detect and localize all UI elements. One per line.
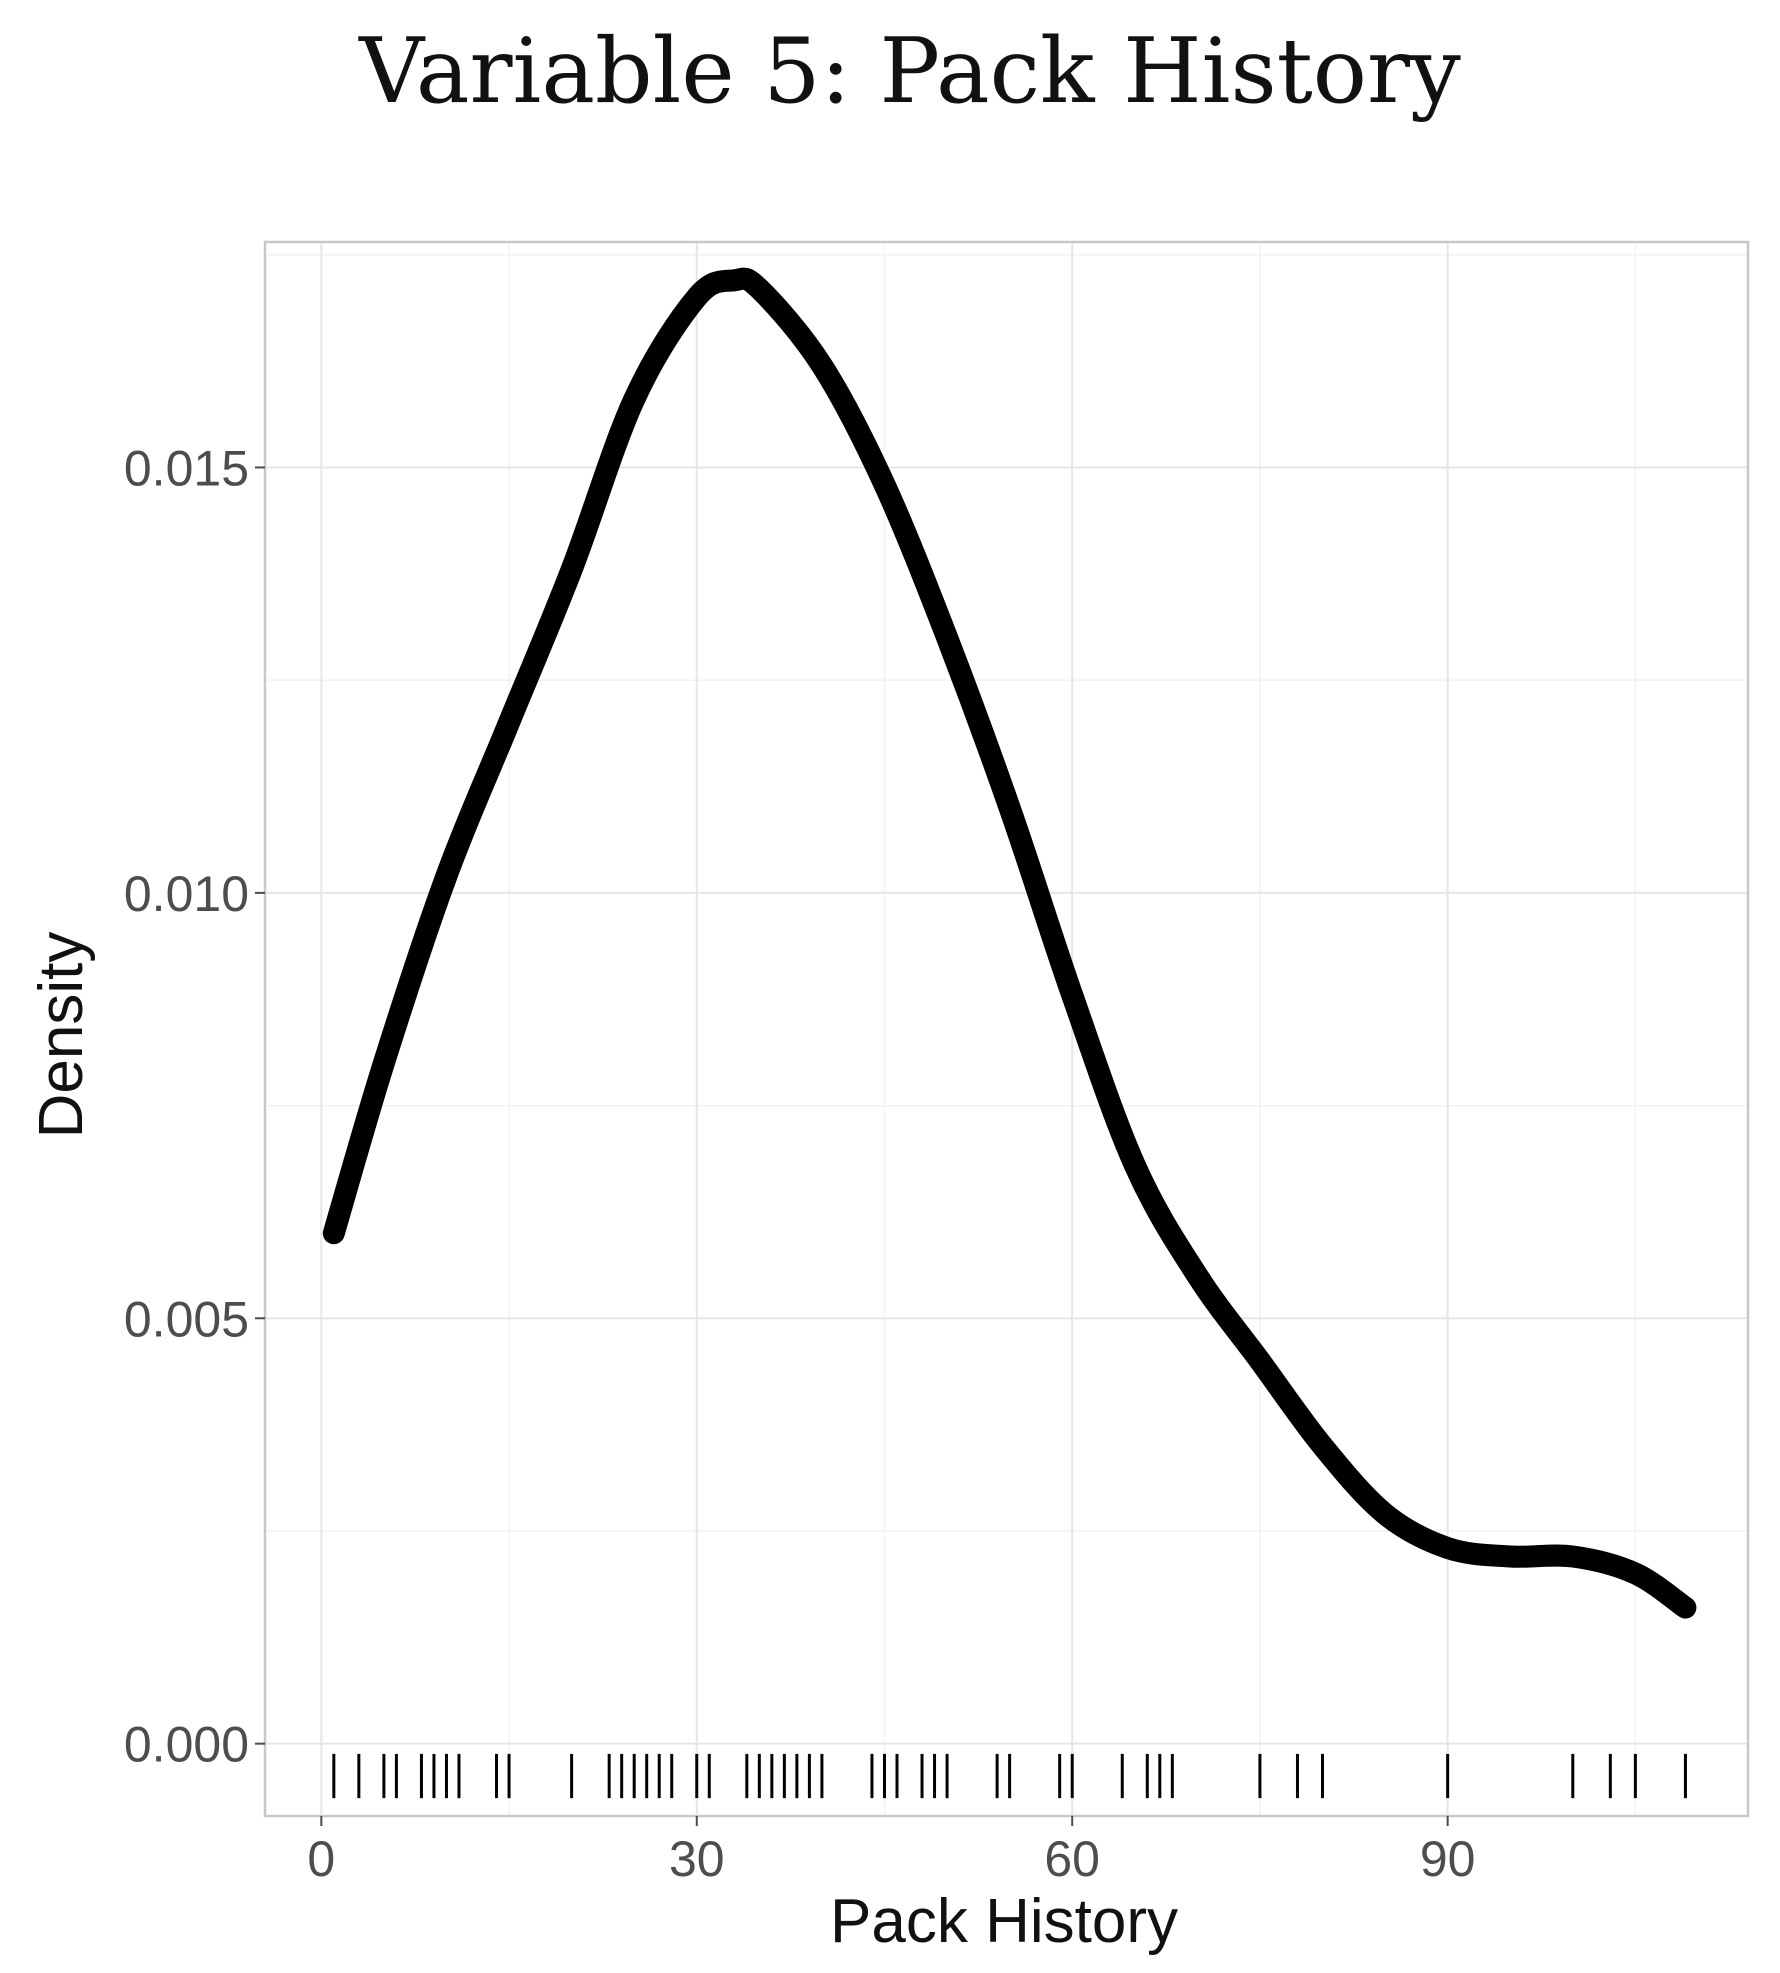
grid-lines	[265, 242, 1748, 1816]
y-axis-title: Density	[27, 932, 96, 1139]
x-axis-ticks: 0 30 60 90	[307, 1816, 1475, 1887]
y-axis-ticks: 0.000 0.005 0.010 0.015	[124, 440, 265, 1773]
density-series	[322, 267, 1697, 1619]
x-tick-label: 30	[669, 1831, 725, 1887]
y-tick-label: 0.015	[124, 440, 249, 496]
x-tick-label: 90	[1420, 1831, 1476, 1887]
density-line	[322, 267, 1697, 1619]
x-tick-label: 0	[307, 1831, 335, 1887]
rug-marks	[332, 1753, 1687, 1799]
y-tick-label: 0.005	[124, 1291, 249, 1347]
x-tick-label: 60	[1044, 1831, 1100, 1887]
plot-panel-border	[263, 240, 1750, 1818]
chart-title: Variable 5: Pack History	[358, 19, 1461, 124]
y-tick-label: 0.010	[124, 866, 249, 922]
y-tick-label: 0.000	[124, 1717, 249, 1773]
x-axis-title: Pack History	[830, 1887, 1178, 1956]
